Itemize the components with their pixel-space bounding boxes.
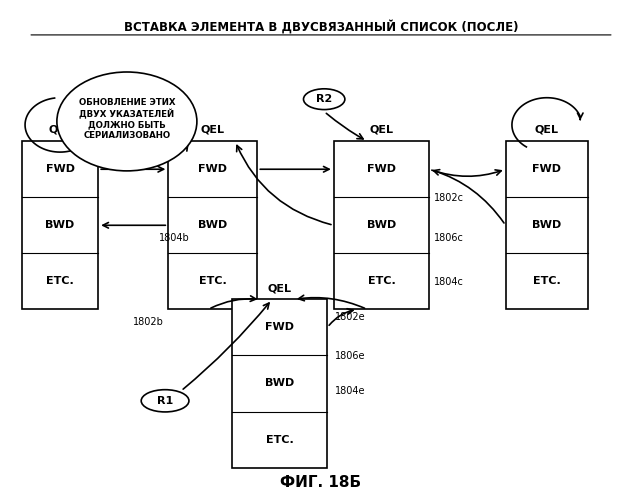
Text: ETC.: ETC.: [266, 434, 293, 444]
Text: FWD: FWD: [46, 164, 74, 174]
Text: BWD: BWD: [367, 220, 396, 230]
Text: ВСТАВКА ЭЛЕМЕНТА В ДВУСВЯЗАННЫЙ СПИСОК (ПОСЛЕ): ВСТАВКА ЭЛЕМЕНТА В ДВУСВЯЗАННЫЙ СПИСОК (…: [124, 20, 518, 34]
Text: 1802e: 1802e: [335, 312, 366, 322]
Text: BWD: BWD: [265, 378, 294, 388]
FancyBboxPatch shape: [334, 141, 429, 310]
Text: QEL: QEL: [268, 283, 291, 293]
Ellipse shape: [57, 72, 197, 171]
Text: FWD: FWD: [198, 164, 227, 174]
Text: ETC.: ETC.: [199, 276, 227, 286]
FancyBboxPatch shape: [22, 141, 98, 310]
FancyBboxPatch shape: [232, 300, 327, 468]
Text: BWD: BWD: [46, 220, 74, 230]
Text: 1804b: 1804b: [159, 232, 189, 242]
Text: ОБНОВЛЕНИЕ ЭТИХ
ДВУХ УКАЗАТЕЛЕЙ
ДОЛЖНО БЫТЬ
СЕРИАЛИЗОВАНО: ОБНОВЛЕНИЕ ЭТИХ ДВУХ УКАЗАТЕЛЕЙ ДОЛЖНО Б…: [78, 98, 175, 140]
Text: ETC.: ETC.: [46, 276, 74, 286]
Text: R2: R2: [316, 94, 333, 104]
Text: QEL: QEL: [201, 125, 225, 135]
Text: ФИГ. 18Б: ФИГ. 18Б: [281, 475, 361, 490]
Text: R1: R1: [157, 396, 173, 406]
FancyBboxPatch shape: [505, 141, 588, 310]
Text: FWD: FWD: [265, 322, 294, 332]
Text: FWD: FWD: [367, 164, 396, 174]
Text: 1802b: 1802b: [134, 316, 164, 326]
Text: BWD: BWD: [198, 220, 227, 230]
Ellipse shape: [141, 390, 189, 412]
Text: 1806c: 1806c: [434, 232, 464, 242]
Text: 1806e: 1806e: [335, 352, 365, 362]
Text: 1804c: 1804c: [434, 277, 464, 287]
Ellipse shape: [304, 89, 345, 110]
Text: QEL: QEL: [48, 125, 72, 135]
Text: QEL: QEL: [535, 125, 559, 135]
FancyBboxPatch shape: [168, 141, 257, 310]
Text: QEL: QEL: [369, 125, 394, 135]
Text: 1802c: 1802c: [434, 193, 464, 203]
Text: BWD: BWD: [532, 220, 562, 230]
Text: 1804e: 1804e: [335, 386, 365, 396]
Text: ETC.: ETC.: [368, 276, 395, 286]
Text: ETC.: ETC.: [533, 276, 561, 286]
Text: FWD: FWD: [532, 164, 562, 174]
